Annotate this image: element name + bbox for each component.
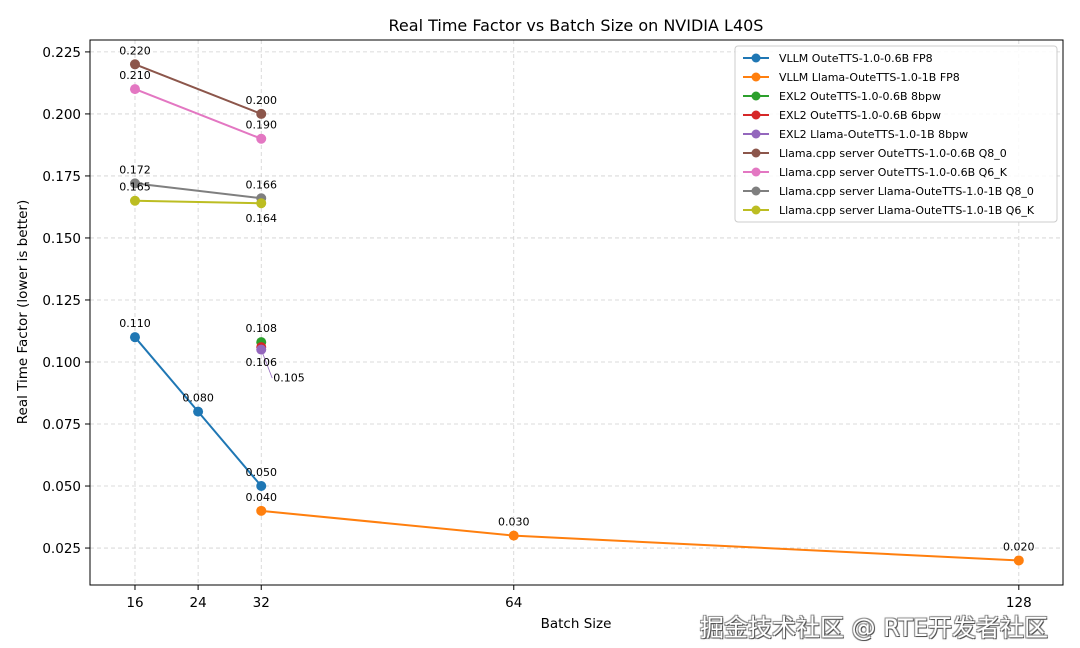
legend-marker (751, 205, 761, 215)
x-tick-label: 24 (190, 595, 207, 611)
y-tick-label: 0.100 (42, 355, 81, 371)
x-tick-label: 64 (505, 595, 522, 611)
legend-marker (751, 167, 761, 177)
y-tick-label: 0.200 (42, 107, 81, 123)
legend-label: Llama.cpp server Llama-OuteTTS-1.0-1B Q6… (779, 204, 1035, 217)
data-point (256, 198, 267, 209)
y-tick-label: 0.025 (42, 541, 81, 557)
y-tick-label: 0.125 (42, 293, 81, 309)
series-line (134, 199, 262, 205)
x-tick-label: 128 (1006, 595, 1032, 611)
series-line (134, 182, 262, 200)
data-point (256, 481, 267, 492)
legend-item: EXL2 OuteTTS-1.0-0.6B 8bpw (743, 90, 941, 103)
data-point (129, 332, 140, 343)
legend-label: Llama.cpp server OuteTTS-1.0-0.6B Q6_K (779, 166, 1008, 179)
data-point (256, 133, 267, 144)
legend-label: EXL2 Llama-OuteTTS-1.0-1B 8bpw (779, 128, 968, 141)
legend-marker (751, 72, 761, 82)
data-point (129, 178, 140, 189)
data-point (256, 505, 267, 516)
data-label: 0.164 (245, 212, 277, 225)
y-axis: 0.025 0.050 0.075 0.100 0.125 0.150 0.175 0.200… (42, 45, 90, 557)
chart-title: Real Time Factor vs Batch Size on NVIDIA… (389, 16, 764, 35)
series-group (129, 59, 1024, 566)
data-label: 0.080 (182, 392, 214, 405)
data-point (193, 406, 204, 417)
legend-marker (751, 53, 761, 63)
data-label: 0.210 (119, 69, 151, 82)
data-point (129, 195, 140, 206)
label-leaders (260, 349, 273, 379)
y-tick-label: 0.150 (42, 231, 81, 247)
data-label: 0.110 (119, 317, 151, 330)
series-1 (256, 505, 1024, 566)
data-label: 0.165 (119, 181, 151, 194)
legend-label: EXL2 OuteTTS-1.0-0.6B 6bpw (779, 109, 941, 122)
legend-marker (751, 148, 761, 158)
x-axis-label: Batch Size (541, 616, 612, 632)
series-line (134, 88, 262, 140)
data-label: 0.108 (245, 322, 277, 335)
series-8 (129, 195, 267, 209)
legend-label: VLLM OuteTTS-1.0-0.6B FP8 (779, 52, 933, 65)
data-point (256, 108, 267, 119)
legend-item: Llama.cpp server OuteTTS-1.0-0.6B Q8_0 (743, 147, 1007, 160)
y-tick-label: 0.175 (42, 169, 81, 185)
x-tick-label: 16 (126, 595, 143, 611)
watermark: 掘金技术社区 @ RTE开发者社区 (700, 614, 1049, 642)
label-leader (260, 349, 273, 379)
series-line (261, 509, 1019, 562)
data-label: 0.200 (245, 94, 277, 107)
data-point (129, 59, 140, 70)
legend-label: VLLM Llama-OuteTTS-1.0-1B FP8 (779, 71, 960, 84)
series-6 (129, 84, 267, 144)
legend-label: Llama.cpp server Llama-OuteTTS-1.0-1B Q8… (779, 185, 1034, 198)
series-5 (129, 59, 267, 119)
data-label: 0.020 (1003, 540, 1035, 553)
data-point (1013, 555, 1024, 566)
y-tick-label: 0.050 (42, 479, 81, 495)
legend-label: Llama.cpp server OuteTTS-1.0-0.6B Q8_0 (779, 147, 1007, 160)
legend-item: VLLM Llama-OuteTTS-1.0-1B FP8 (743, 71, 960, 84)
data-label: 0.220 (119, 44, 151, 57)
data-label: 0.105 (273, 372, 305, 385)
legend-item: Llama.cpp server OuteTTS-1.0-0.6B Q6_K (743, 166, 1008, 179)
data-point (508, 530, 519, 541)
legend-item: VLLM OuteTTS-1.0-0.6B FP8 (743, 52, 933, 65)
x-tick-label: 32 (253, 595, 270, 611)
grid (90, 40, 1063, 585)
legend-item: Llama.cpp server Llama-OuteTTS-1.0-1B Q8… (743, 185, 1034, 198)
series-0 (129, 332, 267, 492)
legend-marker (751, 129, 761, 139)
legend-marker (751, 110, 761, 120)
legend-label: EXL2 OuteTTS-1.0-0.6B 8bpw (779, 90, 941, 103)
data-label: 0.190 (245, 119, 277, 132)
legend-item: Llama.cpp server Llama-OuteTTS-1.0-1B Q6… (743, 204, 1035, 217)
data-labels: 0.220 0.210 0.200 0.190 0.172 0.166 0.165 0.164… (119, 44, 1034, 553)
y-tick-label: 0.075 (42, 417, 81, 433)
y-tick-label: 0.225 (42, 45, 81, 61)
legend-item: EXL2 Llama-OuteTTS-1.0-1B 8bpw (743, 128, 968, 141)
legend-marker (751, 91, 761, 101)
data-label: 0.030 (498, 516, 530, 529)
y-axis-label: Real Time Factor (lower is better) (15, 200, 31, 424)
legend-item: EXL2 OuteTTS-1.0-0.6B 6bpw (743, 109, 941, 122)
data-label: 0.172 (119, 163, 151, 176)
series-line (134, 63, 262, 115)
data-label: 0.166 (245, 178, 277, 191)
data-label: 0.050 (245, 466, 277, 479)
legend: VLLM OuteTTS-1.0-0.6B FP8 VLLM Llama-Oute… (734, 45, 1058, 223)
data-label: 0.040 (245, 491, 277, 504)
legend-marker (751, 186, 761, 196)
data-point (129, 84, 140, 95)
data-label: 0.106 (245, 356, 277, 369)
x-axis: 16 24 32 64 128 (126, 585, 1032, 611)
legend-box (734, 45, 1058, 223)
plot-frame (89, 39, 1064, 586)
